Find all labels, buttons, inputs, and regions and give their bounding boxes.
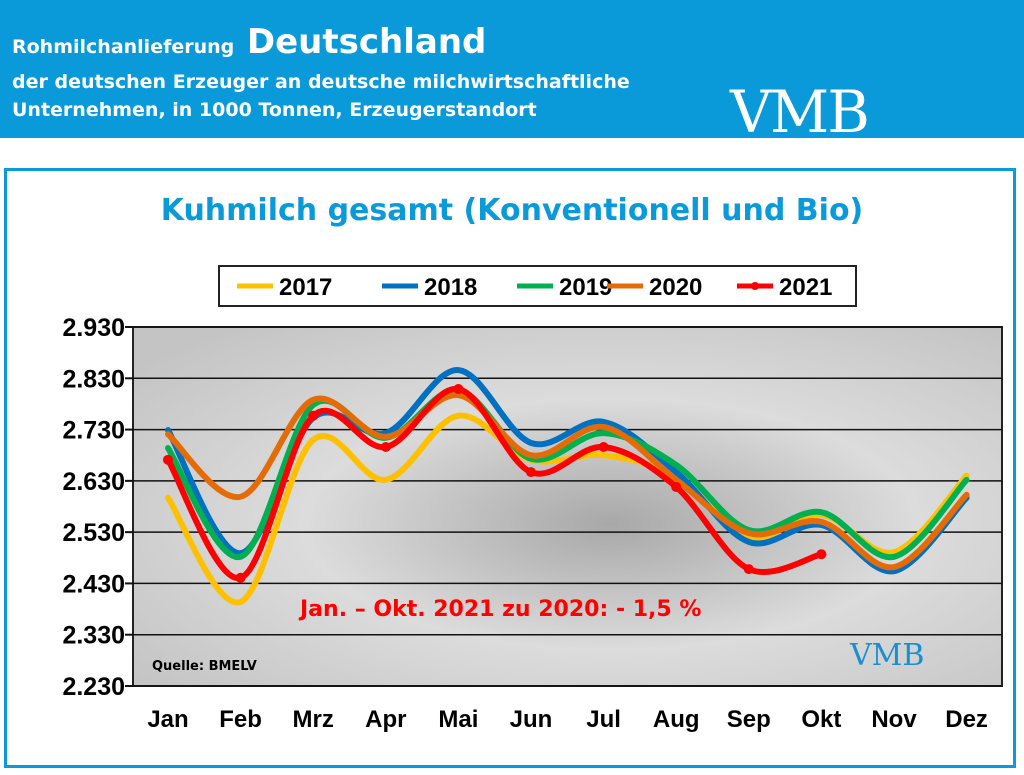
- x-tick-label: Okt: [801, 706, 841, 733]
- subtitle-line-2: Unternehmen, in 1000 Tonnen, Erzeugersta…: [12, 99, 537, 121]
- data-point-2021: [526, 467, 536, 478]
- x-tick-label: Aug: [653, 706, 700, 733]
- series-line-2019: [165, 387, 970, 561]
- series-line-2020: [165, 392, 970, 571]
- chart-frame: [4, 168, 1016, 768]
- y-tick-label: 2.330: [62, 622, 125, 650]
- x-tick-label: Jan: [147, 706, 188, 733]
- x-tick-label: Jul: [586, 706, 621, 733]
- data-point-2021: [816, 549, 827, 560]
- header-banner: Rohmilchanlieferung Deutschland der deut…: [0, 0, 1024, 146]
- source-note: Quelle: BMELV: [152, 659, 257, 674]
- chart-title: Kuhmilch gesamt (Konventionell und Bio): [160, 193, 864, 228]
- data-point-2021: [598, 442, 609, 453]
- legend-label-2021: 2021: [779, 274, 832, 301]
- x-tick-label: Apr: [365, 706, 406, 733]
- header-title-big: Deutschland: [246, 22, 487, 62]
- x-tick-label: Dez: [945, 706, 988, 733]
- x-tick-label: Feb: [219, 706, 262, 733]
- x-tick-label: Mai: [438, 706, 478, 733]
- y-tick-label: 2.930: [62, 314, 125, 342]
- y-tick-label: 2.230: [62, 673, 125, 701]
- legend-marker-2021: [751, 282, 759, 290]
- series-line-2021: [165, 386, 825, 581]
- x-tick-label: Jun: [510, 706, 553, 733]
- y-tick-label: 2.630: [62, 468, 125, 496]
- legend-label-2020: 2020: [649, 274, 702, 301]
- data-point-2021: [380, 442, 391, 453]
- data-point-2021: [163, 454, 173, 465]
- vmb-logo: VMB: [730, 78, 870, 146]
- y-tick-label: 2.730: [62, 417, 125, 445]
- header-title: Rohmilchanlieferung Deutschland: [12, 22, 486, 62]
- header-subtitle: der deutschen Erzeuger an deutsche milch…: [12, 68, 630, 124]
- data-point-2021: [235, 572, 246, 583]
- y-tick-label: 2.430: [62, 570, 125, 598]
- subtitle-line-1: der deutschen Erzeuger an deutsche milch…: [12, 71, 630, 93]
- legend-label-2019: 2019: [559, 274, 612, 301]
- legend-label-2018: 2018: [424, 274, 477, 301]
- data-point-2021: [743, 564, 754, 575]
- x-tick-label: Sep: [727, 706, 771, 733]
- y-tick-label: 2.830: [62, 365, 125, 393]
- x-tick-label: Mrz: [293, 706, 334, 733]
- data-point-2021: [671, 482, 682, 493]
- plot-area: [132, 326, 1003, 687]
- legend-label-2017: 2017: [279, 274, 332, 301]
- y-tick-label: 2.530: [62, 519, 125, 547]
- data-point-2021: [453, 384, 464, 395]
- x-tick-label: Nov: [871, 706, 917, 733]
- header-title-small: Rohmilchanlieferung: [12, 36, 235, 58]
- data-point-2021: [308, 410, 319, 421]
- vmb-logo-small: VMB: [849, 638, 924, 673]
- annotation: Jan. – Okt. 2021 zu 2020: - 1,5 %: [298, 597, 701, 622]
